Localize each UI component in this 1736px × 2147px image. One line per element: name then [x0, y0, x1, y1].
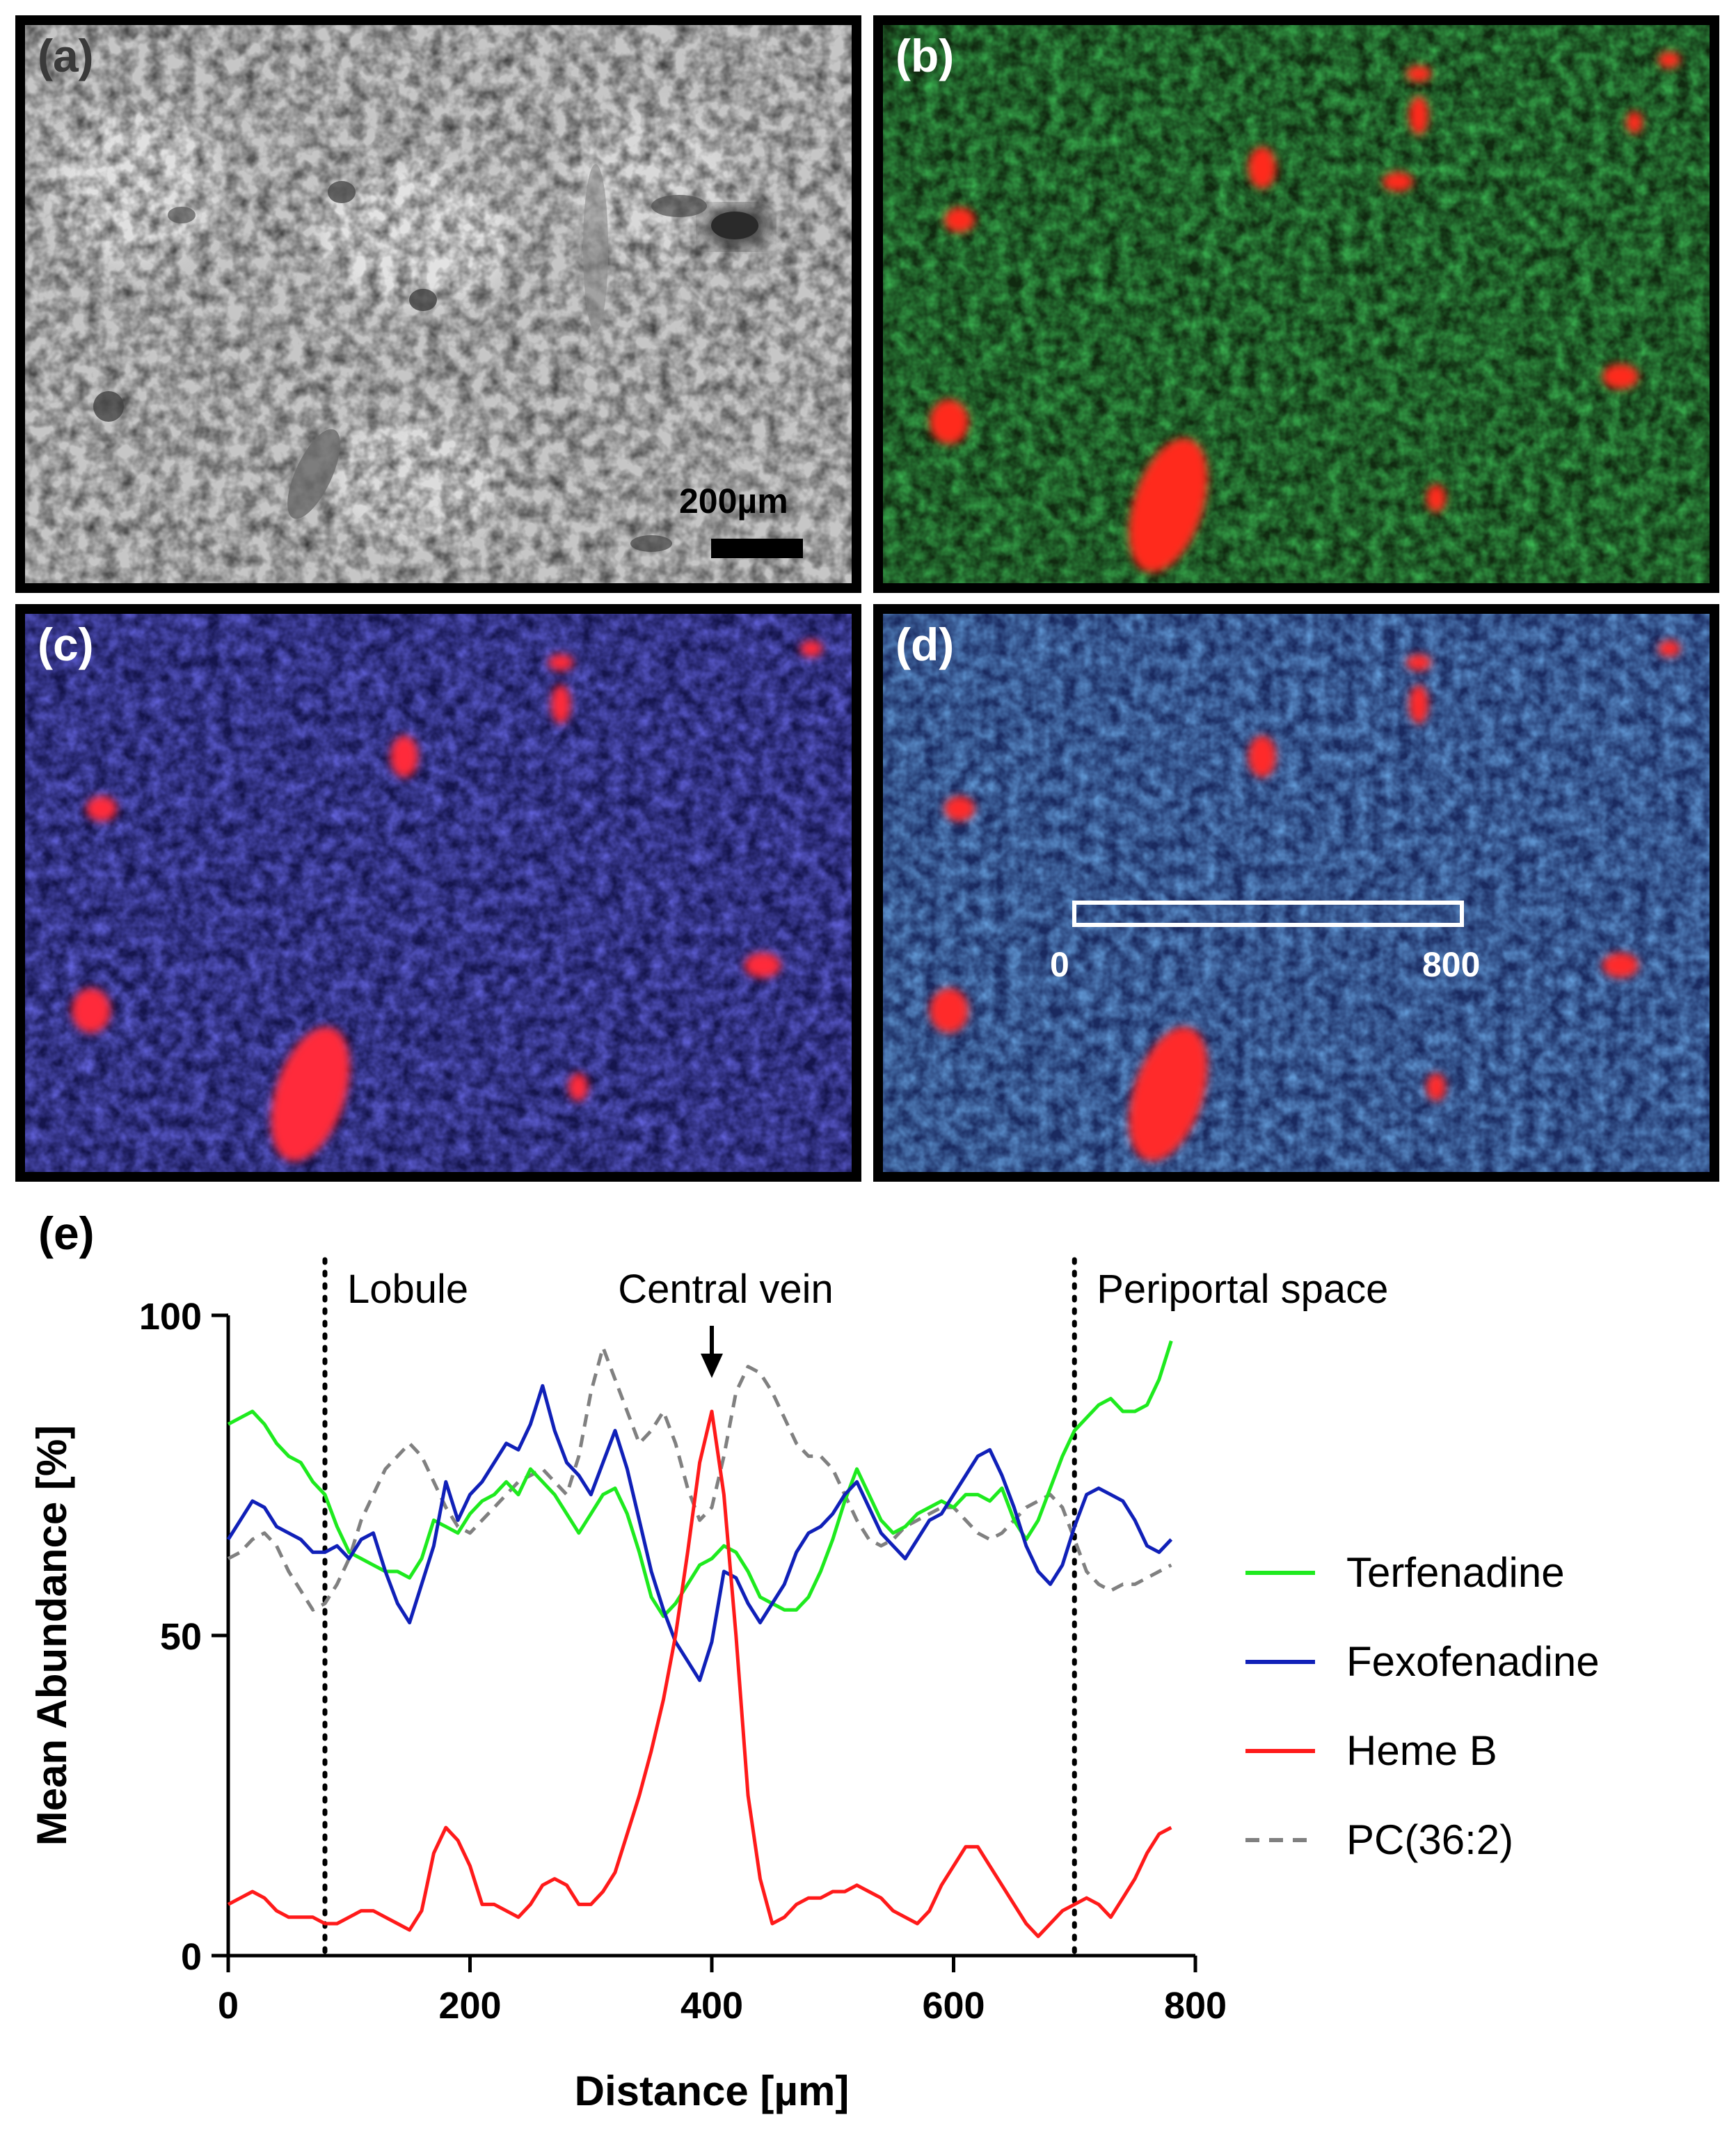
y-tick-label: 0	[181, 1936, 202, 1978]
fexofenadine-heme-overlay	[25, 614, 852, 1172]
panel-a-brightfield-image: (a) 200µm	[15, 15, 861, 593]
chart-series	[226, 1340, 1173, 1938]
y-axis-label: Mean Abundance [%]	[29, 1425, 75, 1846]
terfenadine-heme-overlay	[883, 25, 1710, 583]
chart-annotations: Lobule Central vein Periportal space	[322, 1257, 1388, 1958]
annotation-label-central-vein: Central vein	[618, 1267, 833, 1312]
annotation-arrow-head	[701, 1354, 723, 1378]
scale-bar-label: 200µm	[679, 482, 788, 521]
x-tick-label: 400	[680, 1985, 743, 2027]
series-line-terfenadine	[227, 1340, 1173, 1618]
y-tick-label: 50	[160, 1616, 202, 1658]
legend-label-terfenadine: Terfenadine	[1346, 1549, 1565, 1596]
roi-line-profile-box	[1072, 901, 1464, 927]
legend-label-heme-b: Heme B	[1346, 1727, 1497, 1774]
scale-bar	[711, 539, 803, 558]
series-line-fexofenadine	[226, 1384, 1173, 1682]
panel-c-ion-image: (c)	[15, 604, 861, 1182]
panel-b-ion-image: (b)	[873, 15, 1719, 593]
line-profile-chart: (e) 0 50 100 0 200 400 600 800 Lobule Central ve…	[29, 1207, 1600, 2114]
chart-axes: 0 50 100 0 200 400 600 800	[139, 1296, 1227, 2027]
x-tick-label: 800	[1164, 1985, 1227, 2027]
x-tick-label: 0	[218, 1985, 239, 2027]
combined-overlay	[883, 614, 1710, 1172]
legend-label-pc-36-2: PC(36:2)	[1346, 1816, 1513, 1863]
annotation-label-periportal-space: Periportal space	[1097, 1267, 1388, 1312]
y-tick-label: 100	[139, 1296, 202, 1338]
panel-b-label: (b)	[895, 30, 955, 81]
roi-start-label: 0	[1050, 945, 1069, 984]
series-line-pc-36-2	[227, 1345, 1172, 1612]
panel-e-label: (e)	[38, 1207, 95, 1259]
chart-legend: Terfenadine Fexofenadine Heme B PC(36:2)	[1245, 1549, 1600, 1863]
brightfield-tissue-texture	[25, 25, 852, 583]
x-tick-label: 600	[922, 1985, 985, 2027]
x-axis-label: Distance [µm]	[575, 2068, 850, 2114]
panel-c-label: (c)	[38, 619, 94, 670]
panel-a-label: (a)	[38, 30, 94, 81]
x-tick-label: 200	[438, 1985, 501, 2027]
roi-end-label: 800	[1422, 945, 1481, 984]
legend-label-fexofenadine: Fexofenadine	[1346, 1638, 1600, 1685]
annotation-label-lobule: Lobule	[347, 1267, 468, 1312]
panel-d-label: (d)	[895, 619, 955, 670]
series-line-heme-b	[227, 1409, 1172, 1938]
panel-d-ion-image: (d) 0 800	[873, 604, 1719, 1182]
